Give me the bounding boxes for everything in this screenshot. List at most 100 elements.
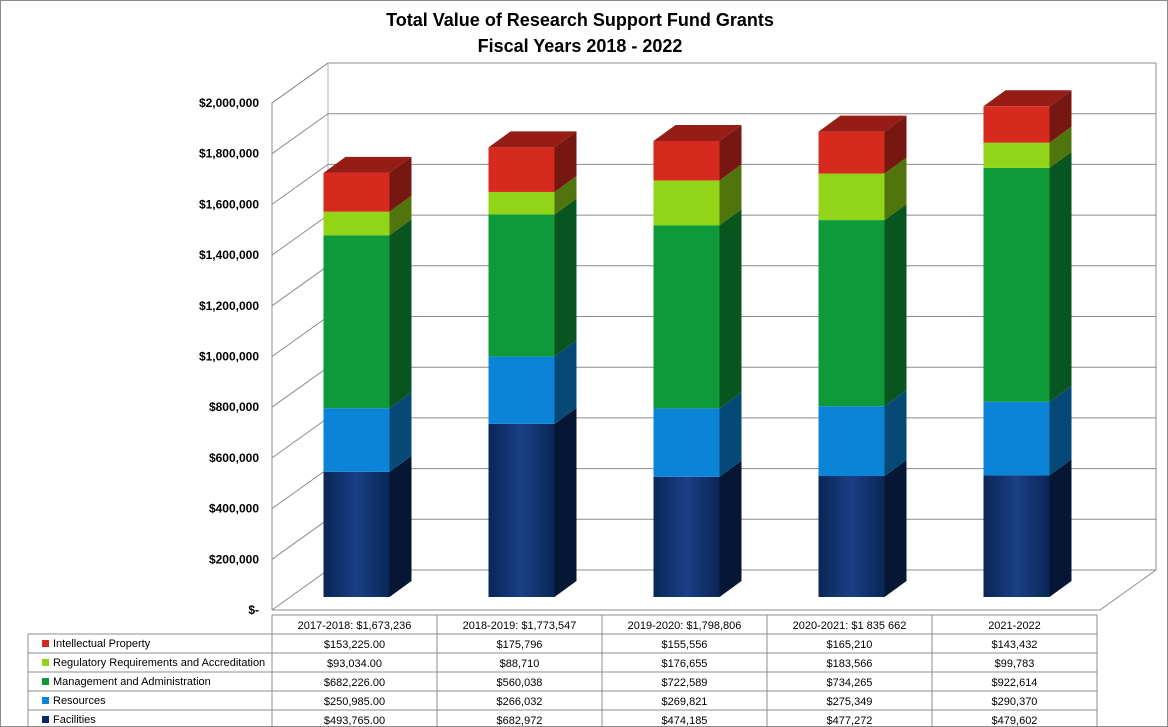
- category-label: 2019-2020: $1,798,806: [628, 620, 742, 632]
- bar-side: [719, 460, 742, 597]
- bar-front: [323, 172, 390, 212]
- data-table-cell: $93,034.00: [327, 658, 382, 670]
- bar-segment-management-and-administration: [323, 219, 412, 409]
- legend-key: [42, 697, 49, 704]
- data-table-cell: $275,349: [827, 696, 873, 708]
- bar-segment-management-and-administration: [983, 151, 1072, 402]
- bar-side: [389, 392, 412, 472]
- bar-front: [653, 141, 720, 181]
- bar-front: [983, 475, 1050, 597]
- bar-segment-regulatory-requirements-and-accreditation: [323, 195, 412, 236]
- bar-segment-facilities: [818, 460, 907, 597]
- data-table-cell: $266,032: [497, 696, 543, 708]
- bar-side: [389, 455, 412, 597]
- bar-side: [884, 115, 907, 174]
- bar-segment-resources: [488, 340, 577, 424]
- bar-side: [719, 125, 742, 181]
- gridline: [271, 113, 1156, 155]
- bar-side: [389, 195, 412, 236]
- bar-side: [884, 460, 907, 597]
- data-table-cell: $143,432: [992, 639, 1038, 651]
- y-tick-label: $-: [248, 603, 259, 617]
- bar-side: [719, 209, 742, 409]
- bar-segment-facilities: [653, 460, 742, 597]
- legend-key: [42, 716, 49, 723]
- bar-side: [884, 204, 907, 407]
- y-tick-label: $400,000: [209, 502, 259, 516]
- data-table-cell: $165,210: [827, 639, 873, 651]
- bar-side: [1049, 151, 1072, 402]
- bar-front: [818, 131, 885, 174]
- data-table-cell: $183,566: [827, 658, 873, 670]
- category-label: 2017-2018: $1,673,236: [298, 620, 412, 632]
- bar-top: [323, 156, 412, 173]
- legend-series-name: Facilities: [53, 714, 96, 726]
- bar-side: [719, 392, 742, 477]
- y-tick-label: $800,000: [209, 400, 259, 414]
- y-axis-ticks: $- $200,000 $400,000 $600,000 $800,000 $1,000…: [199, 96, 259, 617]
- bar-stack: [653, 125, 742, 597]
- bar-segment-management-and-administration: [653, 209, 742, 409]
- bar-front: [488, 423, 555, 597]
- bar-segment-resources: [653, 392, 742, 477]
- bar-top: [818, 115, 907, 132]
- bar-front: [818, 220, 885, 407]
- data-table-cell: $250,985.00: [324, 696, 385, 708]
- bar-front: [488, 191, 555, 215]
- data-table-cell: $682,226.00: [324, 677, 385, 689]
- bar-side: [554, 175, 577, 215]
- bar-side: [554, 340, 577, 424]
- y-tick-label: $600,000: [209, 451, 259, 465]
- bar-stack: [488, 131, 577, 597]
- bar-front: [983, 167, 1050, 402]
- data-table-cell: $479,602: [992, 715, 1038, 727]
- bar-segment-facilities: [323, 455, 412, 597]
- bar-side: [1049, 90, 1072, 143]
- data-table-cell: $474,185: [662, 715, 708, 727]
- bar-front: [818, 173, 885, 221]
- bar-front: [323, 211, 390, 236]
- bar-front: [653, 180, 720, 226]
- data-table-cell: $176,655: [662, 658, 708, 670]
- legend-series-name: Regulatory Requirements and Accreditatio…: [53, 657, 265, 669]
- data-table: 2017-2018: $1,673,236 2018-2019: $1,773,5…: [27, 614, 1098, 727]
- bar-front: [488, 356, 555, 424]
- bar-front: [323, 408, 390, 472]
- bar-segment-intellectual-property: [488, 131, 577, 192]
- bar-segment-regulatory-requirements-and-accreditation: [488, 175, 577, 215]
- data-table-cell: $493,765.00: [324, 715, 385, 727]
- bar-side: [1049, 385, 1072, 476]
- bar-front: [983, 401, 1050, 476]
- category-label: 2020-2021: $1 835 662: [793, 620, 907, 632]
- bar-side: [554, 407, 577, 597]
- bar-stack: [323, 156, 412, 597]
- bar-top: [983, 90, 1072, 107]
- bar-side: [884, 390, 907, 477]
- bar-front: [488, 214, 555, 357]
- bar-segment-resources: [818, 390, 907, 477]
- legend-key: [42, 640, 49, 647]
- bar-segment-intellectual-property: [818, 115, 907, 174]
- y-tick-label: $200,000: [209, 552, 259, 566]
- bar-segment-management-and-administration: [488, 198, 577, 357]
- bar-top: [488, 131, 577, 148]
- bar-side: [1049, 459, 1072, 597]
- bar-front: [488, 147, 555, 192]
- bar-segment-management-and-administration: [818, 204, 907, 407]
- bar-segment-facilities: [488, 407, 577, 597]
- bar-front: [983, 142, 1050, 168]
- category-label: 2018-2019: $1,773,547: [463, 620, 577, 632]
- data-table-cell: $269,821: [662, 696, 708, 708]
- data-table-cell: $734,265: [827, 677, 873, 689]
- legend-series-name: Intellectual Property: [53, 638, 151, 650]
- bar-side: [719, 164, 742, 226]
- data-table-cell: $682,972: [497, 715, 543, 727]
- chart-title-line-1: Total Value of Research Support Fund Gra…: [386, 10, 774, 30]
- bar-segment-regulatory-requirements-and-accreditation: [818, 157, 907, 221]
- data-table-cell: $290,370: [992, 696, 1038, 708]
- y-tick-label: $1,000,000: [199, 350, 259, 364]
- data-table-cell: $99,783: [995, 658, 1035, 670]
- data-table-cell: $175,796: [497, 639, 543, 651]
- bars: [323, 90, 1072, 597]
